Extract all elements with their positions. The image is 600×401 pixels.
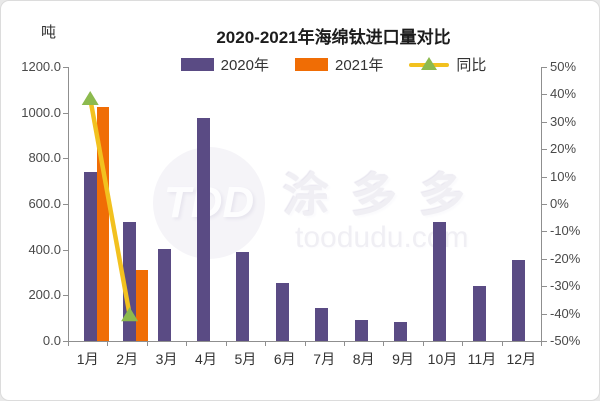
left-axis-tick — [63, 112, 68, 114]
x-axis-tick — [343, 342, 345, 346]
legend-item-2020[interactable]: 2020年 — [180, 54, 269, 75]
right-axis-tick-label: -50% — [550, 333, 581, 348]
x-axis-label: 10月 — [427, 351, 458, 367]
legend-item-yoy[interactable]: 同比 — [409, 54, 486, 75]
legend-label-yoy: 同比 — [456, 57, 487, 74]
legend-swatch-2021-icon — [294, 58, 328, 71]
bar-2020-6月 — [275, 282, 289, 341]
right-axis-tick — [542, 286, 547, 288]
right-axis-tick-label: 40% — [550, 86, 577, 102]
left-axis-tick-label: 600.0 — [28, 196, 61, 211]
right-axis-tick-label: 0% — [550, 196, 569, 211]
yoy-marker-triangle-icon — [81, 91, 99, 106]
left-axis-tick-label: 1200.0 — [21, 59, 61, 74]
legend-label-2021: 2021年 — [334, 57, 384, 74]
right-axis-tick-label: -30% — [550, 278, 581, 294]
bar-2020-12月 — [512, 259, 526, 341]
x-axis-label: 8月 — [352, 351, 375, 367]
x-axis-tick — [107, 342, 109, 346]
x-axis-label: 7月 — [313, 351, 336, 367]
x-axis-tick — [422, 342, 424, 346]
right-axis-tick-label: 10% — [550, 168, 577, 184]
right-axis-tick — [542, 94, 547, 96]
bar-2020-11月 — [472, 286, 486, 341]
x-axis-label: 9月 — [392, 351, 414, 367]
x-axis-label: 4月 — [195, 351, 217, 367]
x-axis-tick — [541, 342, 542, 346]
x-axis-tick — [146, 342, 148, 346]
left-axis-tick — [63, 67, 68, 68]
right-axis-tick — [542, 67, 547, 68]
legend-item-2021[interactable]: 2021年 — [294, 54, 384, 75]
x-axis-tick — [186, 342, 188, 346]
left-axis-tick — [63, 295, 68, 297]
bottom-axis-line — [68, 341, 542, 342]
chart-legend: 2020年 2021年 同比 — [68, 54, 599, 75]
bar-2020-2月 — [123, 222, 137, 341]
left-axis-tick-label: 0.0 — [42, 333, 61, 348]
x-axis-tick — [462, 342, 464, 346]
x-axis-label: 12月 — [506, 351, 537, 367]
x-axis-label: 11月 — [467, 351, 497, 367]
x-axis-tick — [265, 342, 267, 346]
x-axis-label: 2月 — [116, 351, 139, 367]
legend-line-triangle-icon — [409, 57, 450, 71]
legend-swatch-2020-icon — [180, 58, 214, 71]
bar-2020-7月 — [315, 307, 329, 341]
right-axis-tick — [542, 149, 547, 151]
right-axis-tick — [542, 231, 547, 233]
left-axis-line — [68, 67, 69, 341]
bar-2020-5月 — [236, 251, 250, 341]
bar-2020-9月 — [394, 321, 408, 341]
x-axis-tick — [501, 342, 503, 346]
x-axis-tick — [68, 342, 69, 346]
bar-2020-4月 — [196, 118, 210, 341]
right-axis-line — [541, 67, 542, 341]
x-axis-label: 5月 — [234, 351, 257, 367]
watermark-brand-text: 涂多多 — [283, 169, 487, 221]
right-axis-tick-label: -40% — [550, 305, 581, 321]
right-axis-tick-label: 30% — [550, 113, 577, 129]
right-axis-tick — [542, 313, 547, 315]
right-axis-tick — [542, 258, 547, 260]
left-axis-tick-label: 200.0 — [28, 287, 61, 303]
left-axis-tick — [63, 249, 68, 251]
bar-2020-3月 — [157, 248, 171, 341]
bar-2020-1月 — [83, 172, 97, 341]
right-axis-tick — [542, 121, 547, 123]
x-axis-tick — [304, 342, 306, 346]
x-axis-label: 6月 — [273, 351, 296, 367]
left-axis-tick — [63, 158, 68, 160]
left-axis-tick — [63, 341, 68, 342]
left-axis-tick — [63, 204, 68, 205]
x-axis-label: 3月 — [155, 351, 178, 367]
right-axis-tick — [542, 204, 547, 205]
left-axis-tick-label: 400.0 — [28, 241, 61, 257]
left-axis-tick-label: 1000.0 — [21, 104, 61, 120]
right-axis-tick — [542, 176, 547, 178]
bar-2020-10月 — [433, 222, 447, 341]
x-axis-tick — [383, 342, 385, 346]
right-axis-tick-label: -10% — [550, 223, 581, 239]
chart-title: 2020-2021年海绵钛进口量对比 — [216, 28, 451, 47]
legend-label-2020: 2020年 — [220, 57, 269, 74]
right-axis-tick-label: 50% — [550, 59, 577, 74]
right-axis-tick-label: 20% — [550, 141, 577, 157]
x-axis-tick — [225, 342, 227, 346]
right-axis-tick-label: -20% — [550, 250, 581, 266]
bar-2021-2月 — [136, 270, 149, 341]
left-axis-unit-label: 吨 — [41, 24, 57, 41]
bar-2021-1月 — [96, 106, 109, 341]
bar-2020-8月 — [354, 320, 368, 341]
left-axis-tick-label: 800.0 — [28, 150, 61, 166]
right-axis-tick — [542, 341, 547, 342]
x-axis-label: 1月 — [76, 351, 99, 367]
